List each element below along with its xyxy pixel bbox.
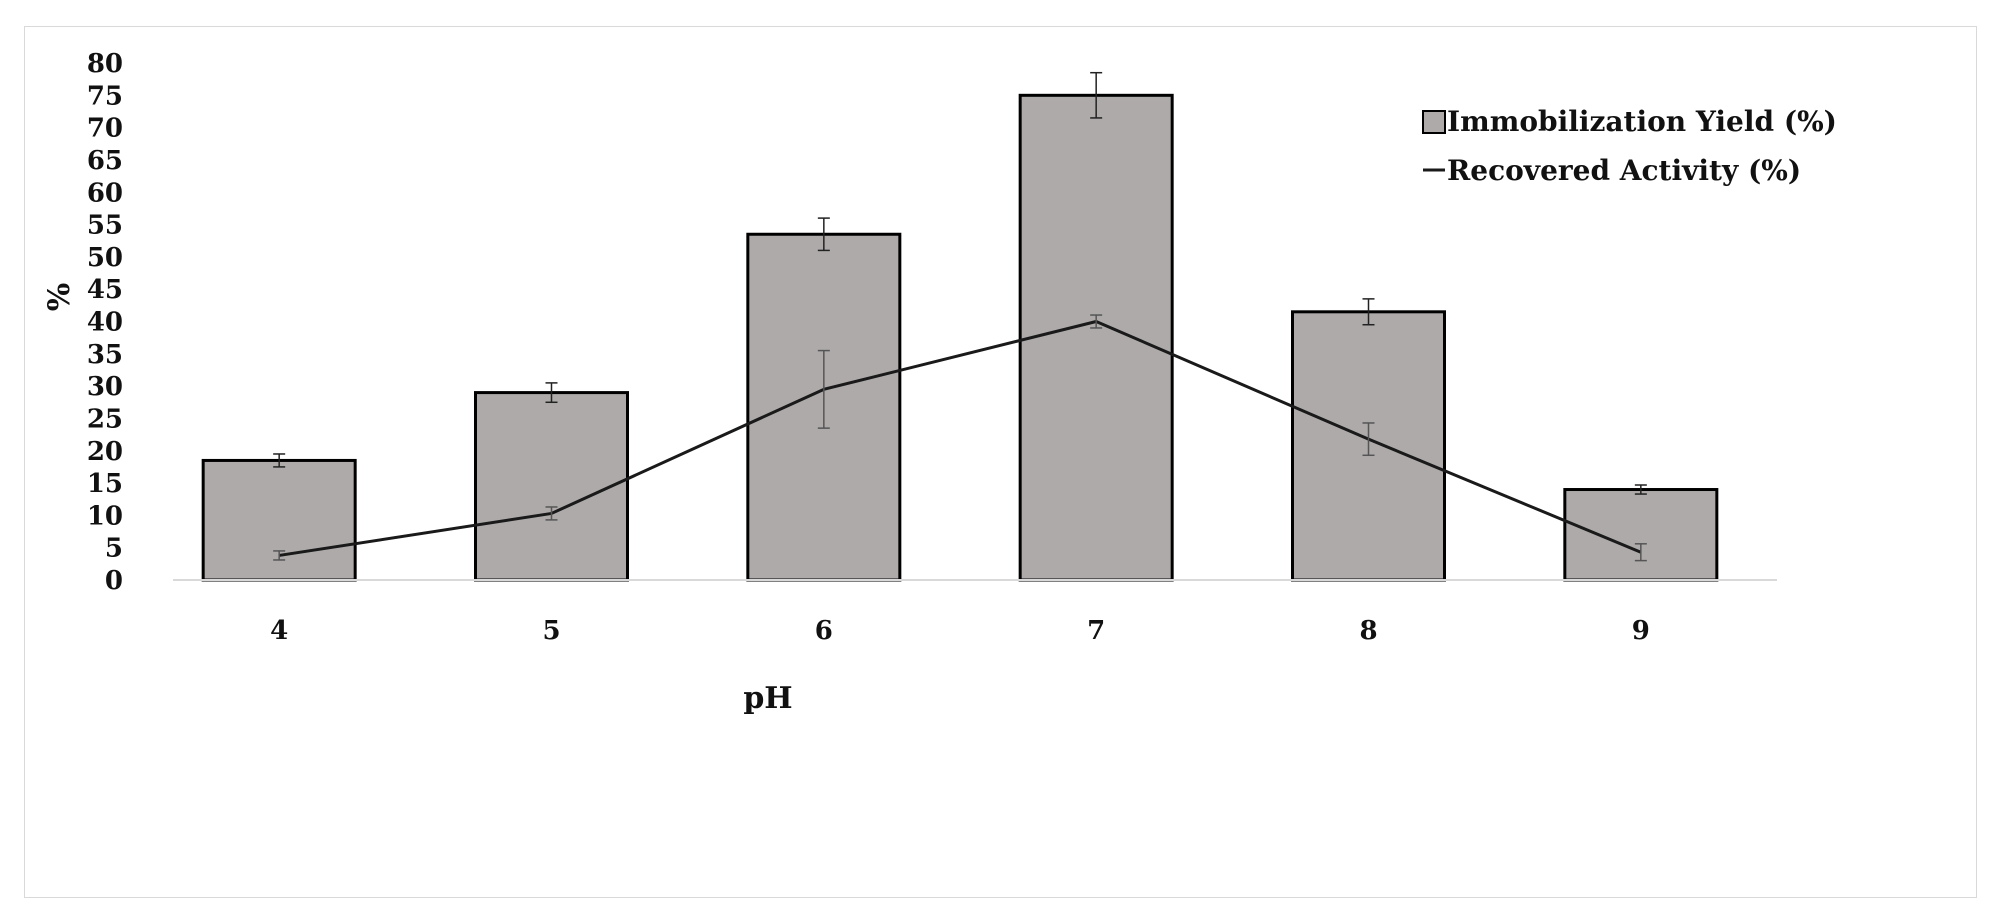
x-tick-label: 8 [1359,616,1377,646]
x-tick-label: 5 [542,616,560,646]
bar [201,458,357,582]
legend-label-recovered-activity: Recovered Activity (%) [1447,154,1801,187]
y-tick-label: 65 [87,146,123,176]
line-error-bars [273,314,1647,562]
series-line [278,320,1642,557]
y-tick-label: 55 [87,211,123,241]
x-tick-label: 4 [270,616,288,646]
y-tick-label: 40 [87,308,123,338]
y-tick-label: 75 [87,81,123,111]
x-tick-label: 9 [1632,616,1650,646]
y-tick-label: 20 [87,437,123,467]
y-tick-label: 50 [87,243,123,273]
x-axis-title: pH [743,681,792,716]
y-tick-label: 30 [87,372,123,402]
y-tick-label: 60 [87,178,123,208]
y-tick-label: 25 [87,404,123,434]
y-tick-label: 15 [87,469,123,499]
y-tick-label: 35 [87,340,123,370]
bar-error-bars [273,71,1647,495]
bar [1018,93,1174,582]
line-series-recovered-activity [278,320,1642,557]
y-tick-label: 5 [105,534,123,564]
bar [1563,488,1719,582]
y-tick-label: 45 [87,275,123,305]
bar [474,391,629,582]
y-tick-label: 80 [87,49,123,79]
y-axis-title: % [42,283,77,312]
x-tick-labels: 4 5 6 7 8 9 [270,616,1650,646]
legend: Immobilization Yield (%) Recovered Activ… [1422,105,1837,187]
legend-label-immobilization-yield: Immobilization Yield (%) [1447,105,1837,138]
y-tick-label: 10 [87,501,123,531]
x-tick-label: 7 [1087,616,1105,646]
y-tick-label: 70 [87,114,123,144]
x-tick-label: 6 [815,616,833,646]
legend-swatch-immobilization-yield [1422,110,1446,134]
y-tick-label: 0 [105,566,123,596]
